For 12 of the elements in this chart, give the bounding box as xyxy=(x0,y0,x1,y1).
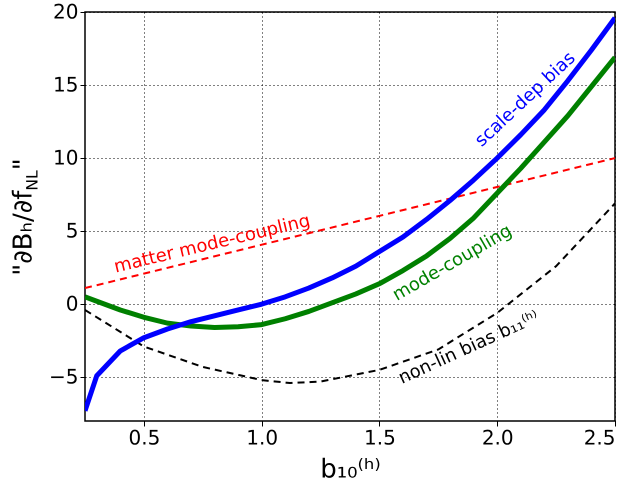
y-tick-label: 5 xyxy=(66,218,78,243)
x-tick-label: 1.5 xyxy=(364,426,396,450)
x-tick-label: 0.5 xyxy=(128,426,160,450)
x-tick-label: 1.0 xyxy=(246,426,278,450)
x-tick-label: 2.5 xyxy=(584,426,616,450)
x-axis-title: b₁₀⁽ʰ⁾ xyxy=(320,454,381,484)
y-tick-label: 0 xyxy=(66,292,78,316)
y-tick-label: 15 xyxy=(53,72,78,97)
y-tick-label: 20 xyxy=(53,0,78,24)
y-tick-label: 10 xyxy=(53,146,78,170)
x-tick-label: 2.0 xyxy=(482,426,514,450)
y-tick-label: −5 xyxy=(49,364,78,389)
